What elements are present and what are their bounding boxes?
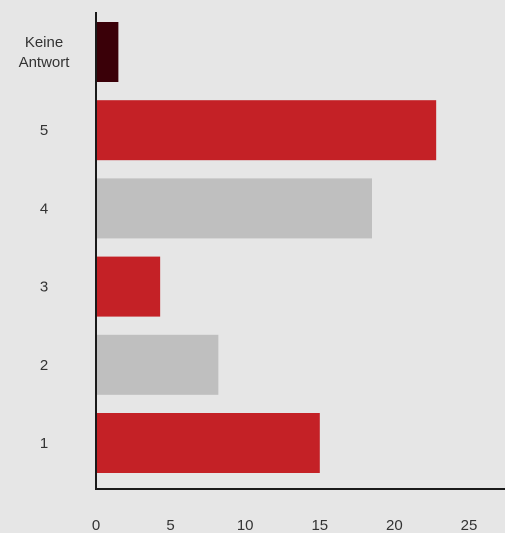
bar-keine-antwort	[96, 22, 119, 82]
x-tick-label: 25	[461, 517, 478, 533]
y-tick-label: 1	[40, 435, 48, 452]
y-tick-label-line: 2	[40, 357, 48, 374]
bar-5	[96, 100, 437, 161]
x-tick-label: 20	[386, 517, 403, 533]
bar-3	[96, 256, 161, 317]
y-tick-label: Keine Antwort	[19, 34, 71, 71]
y-tick-labels: Keine Antwort 5 4 3 2 1	[19, 34, 71, 452]
y-tick-label-line: 1	[40, 435, 48, 452]
x-tick-labels: 0 5 10 15 20 25	[92, 517, 478, 533]
y-tick-label-line: Keine	[25, 34, 63, 51]
y-tick-label: 4	[40, 200, 48, 217]
bar-1	[96, 413, 320, 473]
y-tick-label-line: 3	[40, 279, 48, 296]
x-tick-label: 15	[311, 517, 328, 533]
bar-4	[96, 178, 373, 239]
y-tick-label: 5	[40, 122, 48, 139]
x-tick-label: 5	[166, 517, 174, 533]
bar-2	[96, 334, 219, 395]
bars-group	[96, 22, 437, 473]
y-tick-label-line: Antwort	[19, 54, 71, 71]
y-tick-label-line: 4	[40, 200, 48, 217]
x-tick-label: 0	[92, 517, 100, 533]
y-tick-label: 2	[40, 357, 48, 374]
y-tick-label-line: 5	[40, 122, 48, 139]
y-tick-label: 3	[40, 279, 48, 296]
x-tick-label: 10	[237, 517, 254, 533]
